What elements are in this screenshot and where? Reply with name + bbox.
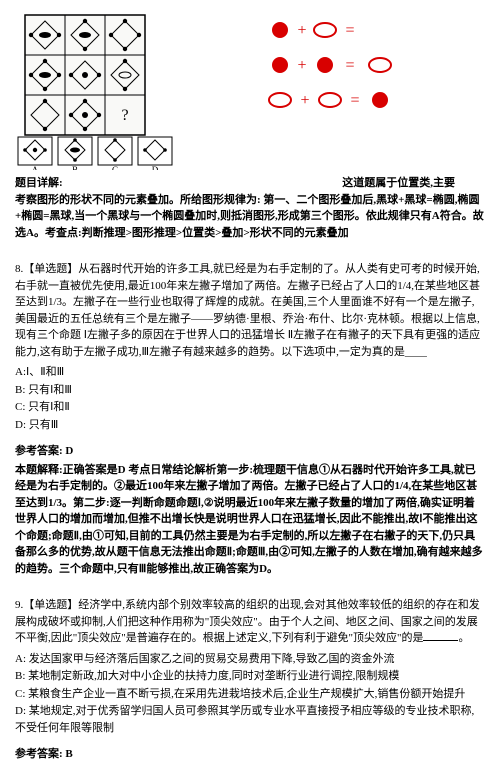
q8-stem: 8.【单选题】从石器时代开始的许多工具,就已经是为右手定制的了。从人类有史可考的… [15, 261, 485, 360]
svg-text:=: = [345, 57, 354, 74]
q8-opt-d[interactable]: D: 只有Ⅲ [15, 417, 485, 434]
q8-num: 8.【单选题】 [15, 263, 78, 275]
q8-opt-a[interactable]: A:Ⅰ、Ⅱ和Ⅲ [15, 364, 485, 381]
q9-opt-c[interactable]: C: 某粮食生产企业一直不断亏损,在采用先进栽培技术后,企业生产规模扩大,销售份… [15, 686, 485, 703]
svg-text:A: A [32, 165, 39, 170]
question-8: 8.【单选题】从石器时代开始的许多工具,就已经是为右手定制的了。从人类有史可考的… [15, 261, 485, 577]
q9-opt-b[interactable]: B: 某地制定新政,加大对中小企业的扶持力度,同时对垄断行业进行调控,限制规模 [15, 668, 485, 685]
q8-opt-c[interactable]: C: 只有Ⅰ和Ⅱ [15, 399, 485, 416]
svg-text:D: D [152, 165, 159, 170]
q9-num: 9.【单选题】 [15, 599, 78, 611]
svg-text:C: C [112, 165, 118, 170]
q7-explain-head: 题目详解: 这道题属于位置类,主要 [15, 175, 485, 192]
svg-text:+: + [297, 57, 306, 74]
svg-text:+: + [300, 92, 309, 109]
q8-stem-text: 从石器时代开始的许多工具,就已经是为右手定制的了。从人类有史可考的时候开始,右手… [15, 263, 480, 358]
q9-stem-b: 。 [458, 632, 469, 644]
explain-label: 题目详解: [15, 175, 63, 192]
q9-stem-a: 经济学中,系统内部个别效率较高的组织的出现,会对其他效率较低的组织的存在和发展构… [15, 599, 480, 644]
q9-stem: 9.【单选题】经济学中,系统内部个别效率较高的组织的出现,会对其他效率较低的组织… [15, 597, 485, 647]
q8-analysis: 本题解释:正确答案是D 考点日常结论解析第一步:梳理题干信息①从石器时代开始许多… [15, 462, 485, 578]
question-9: 9.【单选题】经济学中,系统内部个别效率较高的组织的出现,会对其他效率较低的组织… [15, 597, 485, 763]
pattern-grid: ? [15, 10, 175, 170]
q8-answer: 参考答案: D [15, 443, 485, 460]
question7-figure-row: ? [15, 10, 485, 175]
q7-explain-body: 考察图形的形状不同的元素叠加。所给图形规律为: 第一、二个图形叠加后,黑球+黑球… [15, 192, 485, 242]
svg-text:+: + [297, 22, 306, 39]
rule-legend: + = + = + = [265, 10, 415, 120]
svg-text:?: ? [121, 107, 128, 124]
svg-text:=: = [345, 22, 354, 39]
q9-answer: 参考答案: B [15, 746, 485, 763]
svg-text:=: = [350, 92, 359, 109]
blank [423, 640, 458, 641]
q8-opt-b[interactable]: B: 只有Ⅰ和Ⅲ [15, 382, 485, 399]
svg-text:B: B [72, 165, 78, 170]
explain-right: 这道题属于位置类,主要 [71, 175, 485, 192]
q9-opt-a[interactable]: A: 发达国家甲与经济落后国家乙之间的贸易交易费用下降,导致乙国的资金外流 [15, 651, 485, 668]
